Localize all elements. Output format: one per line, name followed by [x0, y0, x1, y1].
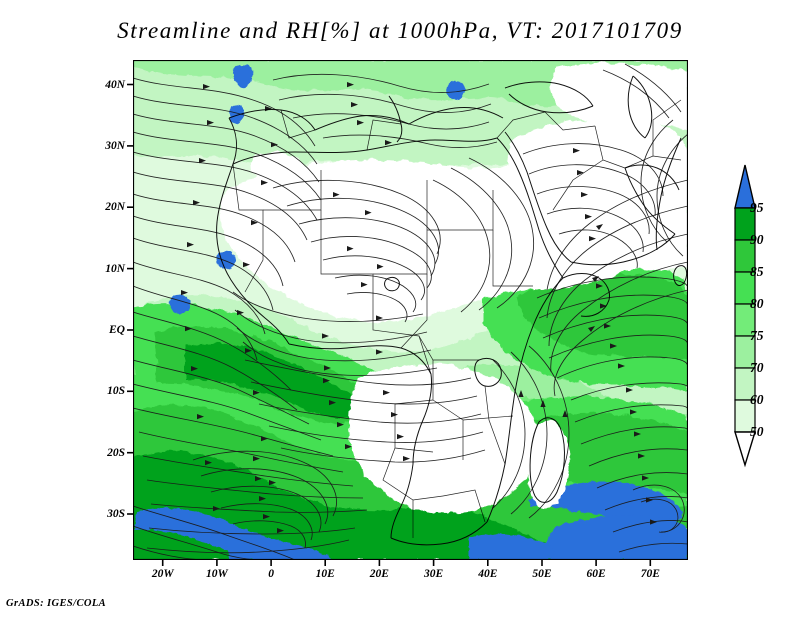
y-axis-label-10N: 10N: [105, 262, 125, 275]
map-plot-area: [127, 60, 688, 566]
colorbar-label-60: 60: [750, 392, 764, 407]
x-axis-label-10W: 10W: [206, 568, 228, 580]
x-axis-label-50E: 50E: [532, 568, 552, 580]
x-axis-label-40E: 40E: [478, 568, 498, 580]
x-axis-label-60E: 60E: [586, 568, 606, 580]
y-axis-label-30S: 30S: [107, 508, 125, 520]
page-title: Streamline and RH[%] at 1000hPa, VT: 201…: [117, 18, 683, 43]
x-axis-label-70E: 70E: [640, 568, 660, 580]
colorbar-label-50: 50: [750, 424, 764, 439]
y-axis-label-40N: 40N: [105, 78, 125, 91]
rh-streamline-map: [133, 60, 688, 560]
colorbar-label-95: 95: [750, 200, 764, 215]
colorbar-label-80: 80: [750, 296, 764, 311]
x-axis-label-10E: 10E: [315, 568, 335, 580]
x-axis-label-20E: 20E: [369, 568, 389, 580]
y-axis-label-20N: 20N: [105, 201, 125, 214]
y-axis-label-30N: 30N: [105, 139, 125, 152]
grads-attribution: GrADS: IGES/COLA: [6, 598, 107, 609]
y-axis-label-20S: 20S: [107, 446, 125, 459]
colorbar-swatches: [734, 164, 756, 468]
y-axis-label-10S: 10S: [107, 385, 125, 398]
x-axis-label-0: 0: [268, 568, 274, 580]
colorbar: 95 90 85 80 75 70 60 50: [712, 160, 792, 470]
colorbar-label-70: 70: [750, 360, 764, 375]
colorbar-label-90: 90: [750, 232, 764, 247]
y-axis-label-EQ: EQ: [109, 324, 125, 336]
x-axis-label-30E: 30E: [424, 568, 444, 580]
x-axis-label-20W: 20W: [151, 568, 174, 580]
colorbar-label-75: 75: [750, 328, 764, 343]
colorbar-label-85: 85: [750, 264, 764, 279]
